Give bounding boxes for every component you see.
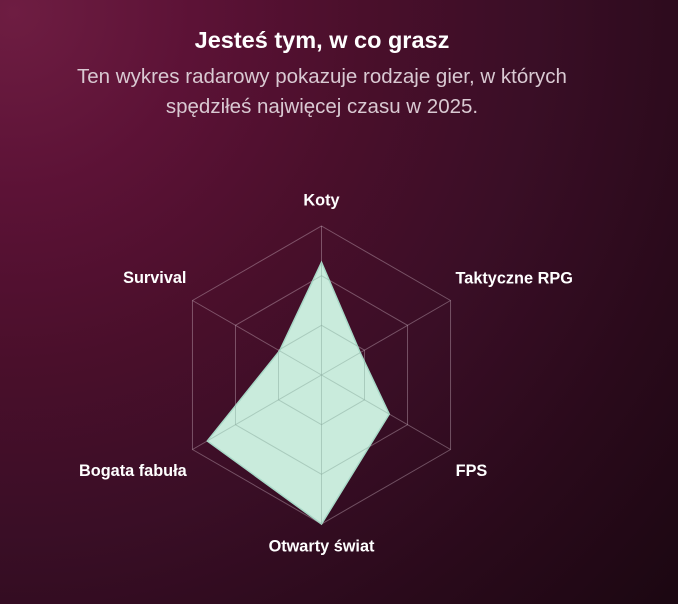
svg-text:Koty: Koty [303,191,339,209]
svg-text:Otwarty świat: Otwarty świat [269,538,375,556]
svg-text:FPS: FPS [456,462,488,480]
svg-text:Taktyczne RPG: Taktyczne RPG [456,269,573,287]
svg-text:Bogata fabuła: Bogata fabuła [79,462,188,480]
svg-text:Survival: Survival [123,269,186,287]
